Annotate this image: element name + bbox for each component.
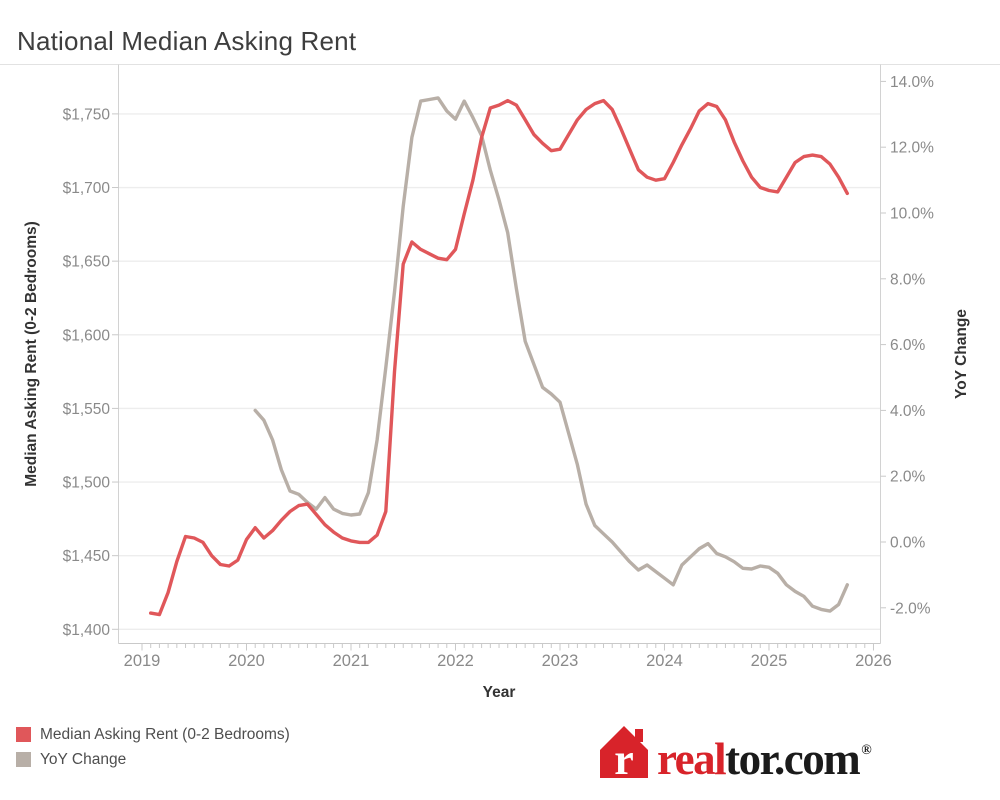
legend-label: Median Asking Rent (0-2 Bedrooms) [40, 725, 290, 743]
left-tick-label: $1,750 [63, 106, 111, 123]
right-tick-label: 0.0% [890, 535, 926, 552]
realtor-wordmark: realtor.com ® [657, 736, 872, 781]
left-tick-label: $1,600 [63, 327, 111, 344]
yoy-change-line[interactable] [253, 96, 849, 613]
right-tick-label: 2.0% [890, 469, 926, 486]
chart-title: National Median Asking Rent [17, 26, 357, 56]
right-tick-label: 10.0% [890, 206, 934, 223]
wordmark-real: real [657, 733, 727, 784]
wordmark-torcom: tor.com [725, 733, 861, 784]
year-label: 2019 [124, 652, 161, 670]
right-tick-label: 8.0% [890, 271, 926, 288]
left-tick-label: $1,450 [63, 548, 111, 565]
right-tick-label: 6.0% [890, 337, 926, 354]
left-tick-label: $1,550 [63, 401, 111, 418]
right-tick-label: -2.0% [890, 600, 931, 617]
right-tick-label: 4.0% [890, 403, 926, 420]
registered-mark: ® [861, 742, 872, 758]
right-tick-label: 12.0% [890, 140, 934, 157]
house-letter: r [614, 735, 634, 780]
year-label: 2026 [855, 652, 892, 670]
year-label: 2021 [333, 652, 370, 670]
left-tick-label: $1,700 [63, 180, 111, 197]
year-label: 2022 [437, 652, 474, 670]
left-tick-label: $1,400 [63, 622, 111, 639]
realtor-logo: r realtor.com ® [598, 718, 872, 781]
legend-label: YoY Change [40, 750, 127, 768]
rent-series-swatch [16, 727, 31, 742]
year-label: 2025 [751, 652, 788, 670]
year-label: 2023 [542, 652, 579, 670]
year-label: 2024 [646, 652, 683, 670]
right-axis-title: YoY Change [953, 309, 970, 399]
left-tick-label: $1,500 [63, 475, 111, 492]
yoy-series-swatch [16, 752, 31, 767]
median-rent-line[interactable] [149, 98, 849, 617]
left-tick-label: $1,650 [63, 254, 111, 271]
year-label: 2020 [228, 652, 265, 670]
x-axis-title: Year [483, 684, 516, 701]
legend: Median Asking Rent (0-2 Bedrooms) YoY Ch… [16, 722, 290, 772]
realtor-house-icon: r [600, 726, 648, 780]
right-tick-label: 14.0% [890, 74, 934, 91]
left-axis-title: Median Asking Rent (0-2 Bedrooms) [23, 221, 40, 487]
legend-item-rent[interactable]: Median Asking Rent (0-2 Bedrooms) [16, 722, 290, 747]
legend-item-yoy[interactable]: YoY Change [16, 747, 290, 772]
